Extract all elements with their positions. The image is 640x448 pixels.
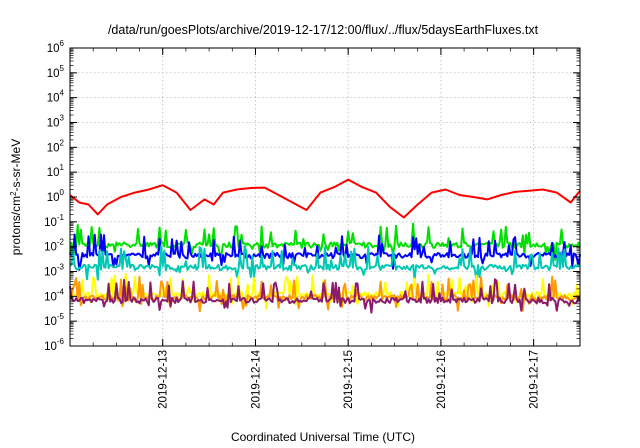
y-tick-exponent: -5	[57, 312, 65, 321]
y-tick-label: 105	[47, 64, 65, 80]
y-tick-base: 10	[44, 291, 57, 303]
series-line	[69, 245, 581, 283]
y-axis-label-sup: 2	[9, 191, 18, 196]
x-tick-labels: 2019-12-13 2019-12-14 2019-12-15 2019-12-16…	[158, 349, 541, 408]
x-tick-label: 2019-12-13	[158, 350, 170, 409]
series-layer	[69, 178, 581, 314]
series-line	[69, 178, 581, 219]
y-tick-exponent: -4	[57, 287, 65, 296]
y-tick-base: 10	[44, 217, 57, 229]
x-axis-label: Coordinated Universal Time (UTC)	[231, 430, 415, 444]
x-tick-label: 2019-12-14	[250, 349, 262, 408]
y-tick-exponent: -1	[57, 213, 65, 222]
y-tick-base: 10	[47, 142, 60, 154]
y-tick-label: 10-2	[44, 238, 64, 254]
y-tick-label: 100	[47, 188, 65, 204]
x-tick-label: 2019-12-15	[343, 350, 355, 409]
y-tick-base: 10	[44, 267, 57, 279]
y-tick-label: 106	[47, 39, 65, 55]
y-axis-label: protons/cm2-s-sr-MeV	[9, 139, 23, 255]
y-tick-label: 10-1	[44, 213, 64, 229]
y-tick-base: 10	[47, 43, 60, 55]
y-tick-exponent: 1	[60, 163, 65, 172]
y-axis-label-post: -s-sr-MeV	[9, 139, 23, 192]
y-tick-exponent: -2	[57, 238, 65, 247]
y-tick-exponent: 2	[60, 138, 65, 147]
y-tick-label: 10-3	[44, 263, 64, 279]
x-tick-label: 2019-12-16	[436, 350, 448, 409]
ticks	[70, 47, 580, 347]
x-tick-label: 2019-12-17	[529, 350, 541, 409]
y-tick-base: 10	[47, 93, 60, 105]
series-line	[69, 278, 581, 314]
y-tick-exponent: 4	[60, 89, 65, 98]
y-tick-labels: 10-610-510-410-310-210-11001011021031041…	[44, 39, 64, 353]
y-tick-label: 102	[47, 138, 65, 154]
y-tick-label: 101	[47, 163, 65, 179]
y-tick-exponent: 0	[60, 188, 65, 197]
y-tick-exponent: 3	[60, 114, 65, 123]
y-tick-base: 10	[44, 316, 57, 328]
y-tick-base: 10	[47, 167, 60, 179]
y-tick-label: 10-5	[44, 312, 64, 328]
chart-title: /data/run/goesPlots/archive/2019-12-17/1…	[108, 23, 539, 37]
y-tick-base: 10	[44, 242, 57, 254]
y-axis-label-pre: protons/cm	[9, 196, 23, 255]
y-tick-exponent: 5	[60, 64, 65, 73]
y-tick-base: 10	[47, 118, 60, 130]
y-tick-label: 103	[47, 114, 65, 130]
y-tick-base: 10	[47, 68, 60, 80]
y-tick-label: 10-4	[44, 287, 64, 303]
y-tick-base: 10	[47, 192, 60, 204]
y-tick-exponent: -3	[57, 263, 65, 272]
y-tick-exponent: -6	[57, 337, 65, 346]
y-tick-exponent: 6	[60, 39, 65, 48]
y-tick-label: 104	[47, 89, 65, 105]
y-tick-label: 10-6	[44, 337, 64, 353]
y-tick-base: 10	[44, 341, 57, 353]
